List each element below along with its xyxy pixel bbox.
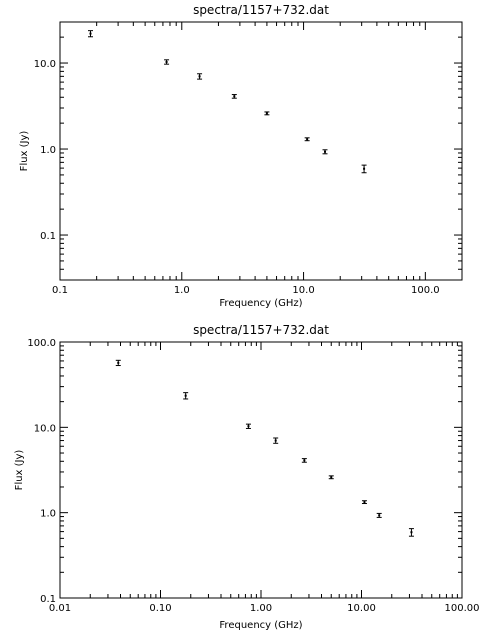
chart-top-x-axis-label: Frequency (GHz): [219, 298, 302, 309]
chart-top-data-point: [304, 137, 310, 142]
chart-top-y-tick-label: 10.0: [34, 59, 56, 70]
chart-top-ticks: 0.1 1.0 10.0 100.0 0.1 1.0 10.0: [34, 22, 462, 296]
chart-bottom-x-axis-label: Frequency (GHz): [219, 620, 302, 631]
chart-top-y-tick-label: 0.1: [40, 231, 56, 242]
chart-top-marks: [87, 30, 367, 174]
chart-bottom-y-tick-label: 100.0: [27, 338, 56, 349]
chart-top-data-point: [361, 164, 367, 174]
chart-bottom-data-point: [115, 359, 121, 367]
chart-bottom-data-point: [361, 500, 367, 505]
chart-top-y-tick-label: 1.0: [40, 145, 56, 156]
chart-bottom-data-point: [183, 392, 189, 400]
chart-bottom-data-point: [245, 423, 251, 429]
chart-top-data-point: [231, 94, 237, 99]
chart-top-data-point: [164, 59, 170, 65]
chart-bottom-data-point: [408, 528, 414, 537]
chart-bottom-ticks: 0.01 0.10 1.00 10.00 100.00 0.1 1.0 10.0 100.0: [27, 338, 479, 614]
chart-bottom-title: spectra/1157+732.dat: [193, 323, 329, 337]
chart-top-title: spectra/1157+732.dat: [193, 3, 329, 17]
chart-bottom-data-point: [273, 437, 279, 444]
chart-top-x-tick-label: 100.0: [411, 285, 440, 296]
chart-top-data-point: [322, 149, 328, 155]
chart-bottom-y-tick-label: 1.0: [40, 509, 56, 520]
chart-top-data-point: [264, 111, 270, 116]
chart-bottom-marks: [115, 359, 414, 537]
chart-bottom: spectra/1157+732.dat 0.01 0.10 1.00 10.00 10…: [14, 323, 480, 631]
chart-top-data-point: [197, 73, 203, 80]
chart-top-data-point: [87, 30, 93, 38]
chart-bottom-y-tick-label: 10.0: [34, 423, 56, 434]
chart-bottom-data-point: [301, 458, 307, 463]
chart-top-x-tick-label: 1.0: [174, 285, 190, 296]
chart-bottom-x-tick-label: 0.01: [49, 603, 71, 614]
chart-top-x-tick-label: 0.1: [52, 285, 68, 296]
chart-bottom-data-point: [376, 512, 382, 518]
chart-bottom-y-axis-label: Flux (Jy): [14, 450, 25, 491]
chart-top-y-axis-label: Flux (Jy): [19, 131, 30, 172]
chart-bottom-x-tick-label: 100.00: [445, 603, 480, 614]
chart-bottom-y-tick-label: 0.1: [40, 594, 56, 605]
chart-bottom-x-tick-label: 10.00: [347, 603, 376, 614]
chart-bottom-x-tick-label: 1.00: [250, 603, 272, 614]
chart-top-x-tick-label: 10.0: [292, 285, 314, 296]
chart-bottom-data-point: [328, 475, 334, 480]
chart-top-plot-frame: [59, 21, 463, 281]
chart-bottom-x-tick-label: 0.10: [149, 603, 171, 614]
chart-top: spectra/1157+732.dat 0.1 1.0 10.0 100.0 0.1 1…: [19, 3, 463, 309]
